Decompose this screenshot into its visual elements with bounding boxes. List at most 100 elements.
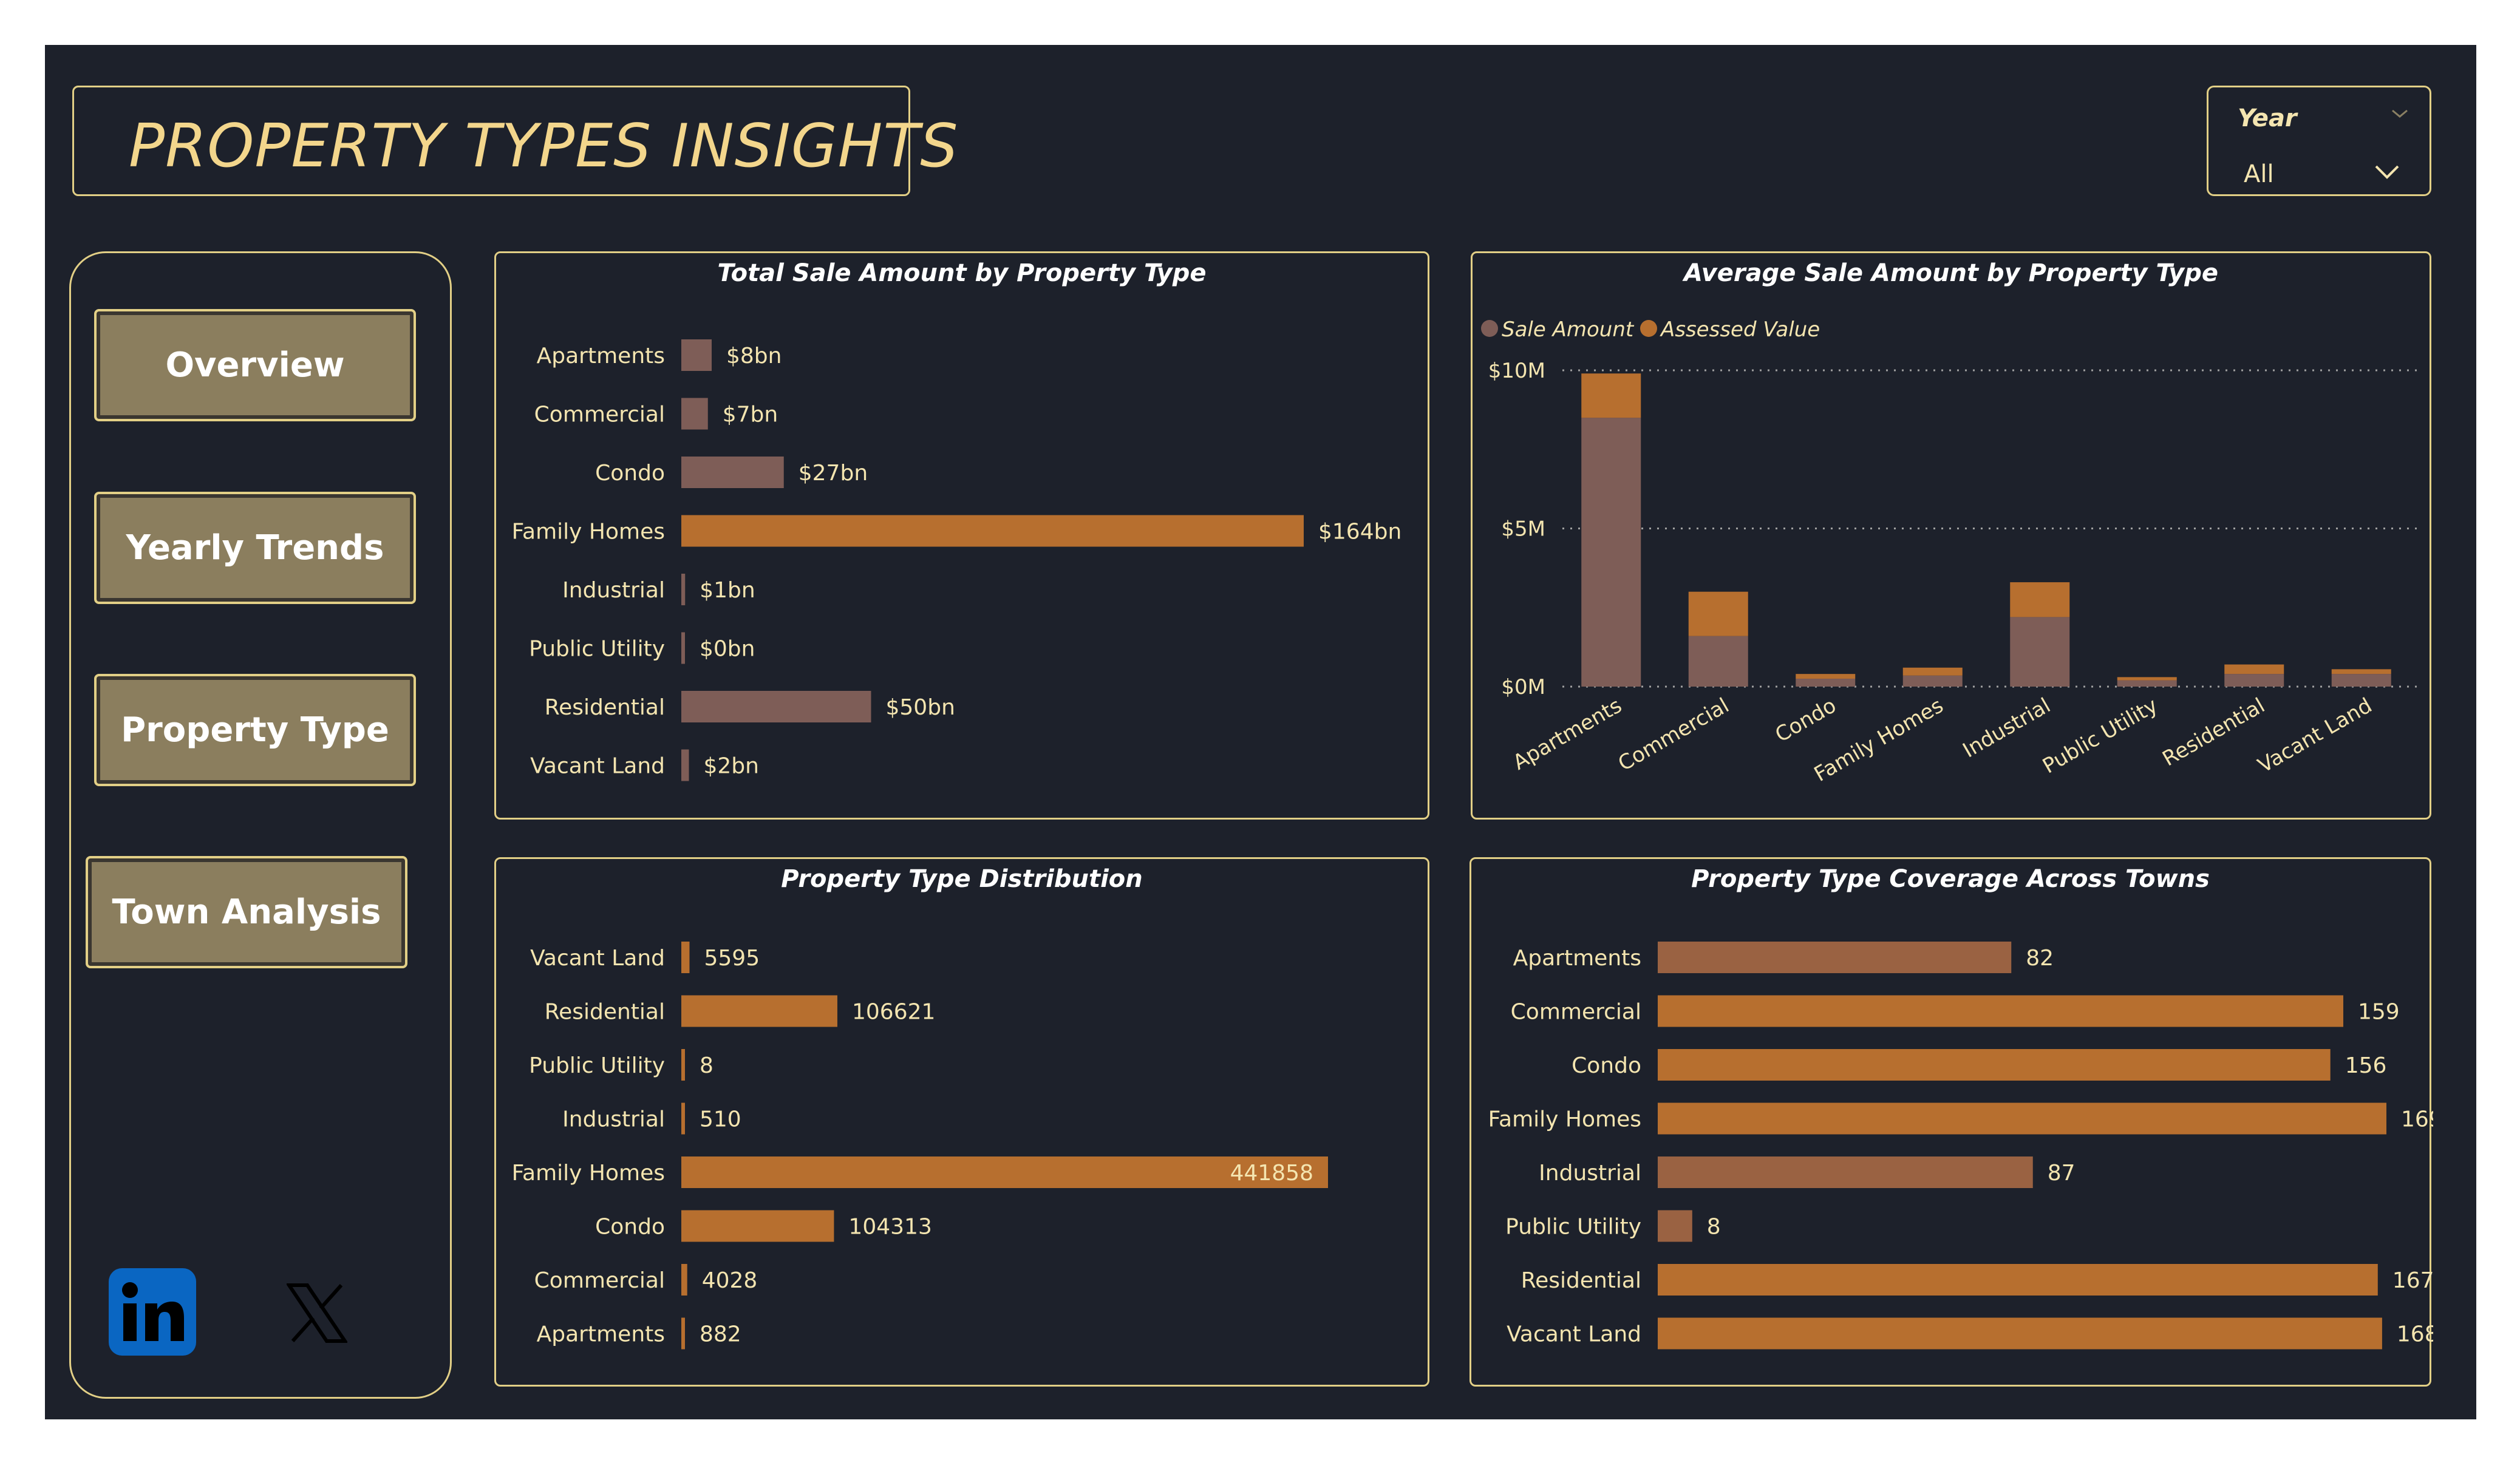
category-label: Commercial [1511,1000,1641,1025]
data-label: $8bn [726,344,782,368]
bar [681,1210,834,1242]
bar [681,749,689,781]
data-label: 106621 [852,1000,935,1025]
data-label: 4028 [702,1268,758,1293]
bar [681,457,784,488]
data-label: $1bn [700,578,755,603]
chevron-down-icon[interactable] [2374,163,2400,181]
category-label: Vacant Land [530,754,665,779]
x-tick-label: Apartments [1509,693,1626,775]
legend-marker [1640,320,1657,337]
bar [681,515,1304,547]
year-slicer-value[interactable]: All [2244,160,2274,188]
nav-yearly-trends-button[interactable]: Yearly Trends [94,492,416,604]
bar [1658,1102,2386,1135]
chart-title: Total Sale Amount by Property Type [717,259,1207,287]
nav-property-type-button[interactable]: Property Type [94,674,416,786]
data-label: 8 [1707,1215,1721,1240]
category-label: Residential [545,695,665,720]
property-type-distribution-panel: Property Type Distribution Vacant Land 55… [494,857,1429,1387]
bar-segment [2224,664,2284,674]
data-label: $7bn [723,402,778,427]
chart-title: Property Type Distribution [781,865,1143,893]
average-sale-amount-chart: Sale Amount Assessed Value $0M $5M $10M Apart… [1481,318,2420,787]
data-label: 882 [700,1322,741,1347]
x-tick-label: Condo [1771,693,1841,747]
bar-segment [2331,674,2391,687]
category-label: Family Homes [512,1161,665,1186]
bar-segment [2117,677,2177,681]
data-label: 159 [2358,1000,2400,1025]
bar [1658,942,2012,973]
category-label: Residential [545,1000,665,1025]
y-tick-label: $10M [1488,359,1545,383]
category-label: Vacant Land [1507,1322,1641,1347]
category-label: Public Utility [529,637,665,662]
bar [1658,1210,1692,1242]
bar-segment [1796,678,1856,687]
bar [681,1264,687,1296]
data-label: 104313 [848,1215,931,1240]
page-title-box: PROPERTY TYPES INSIGHTS [72,86,958,196]
chart-title: Average Sale Amount by Property Type [1683,259,2219,287]
bar [1658,1156,2033,1188]
category-label: Condo [595,1215,665,1240]
data-label: $0bn [700,637,755,662]
x-tick-label: Vacant Land [2254,693,2377,778]
data-label: $27bn [799,461,868,486]
bar-segment [1796,674,1856,679]
bar-segment [2010,617,2070,687]
x-tick-label: Public Utility [2038,693,2162,778]
x-icon[interactable] [287,1283,347,1343]
average-sale-amount-panel: Average Sale Amount by Property Type Sal… [1471,251,2431,820]
bar [681,1102,685,1135]
legend-marker [1481,320,1498,337]
category-label: Apartments [537,344,665,368]
y-tick-label: $5M [1501,517,1545,542]
data-label: 167 [2392,1268,2433,1293]
chart-title: Property Type Coverage Across Towns [1691,865,2210,893]
bar [681,1156,1328,1188]
category-label: Commercial [534,1268,665,1293]
year-slicer[interactable]: Year All [2207,86,2431,196]
category-label: Family Homes [1488,1107,1641,1132]
bar [681,398,708,430]
bar [681,995,837,1027]
nav-town-analysis-button[interactable]: Town Analysis [86,856,407,968]
data-label: 82 [2026,946,2054,971]
category-label: Industrial [1539,1161,1641,1186]
bar-segment [1902,667,1963,676]
category-label: Apartments [537,1322,665,1347]
bar [1658,1049,2331,1081]
bar [1658,1317,2382,1350]
category-label: Industrial [562,1107,665,1132]
slicer-collapse-icon[interactable] [2391,108,2409,120]
bar [681,691,871,722]
data-label: 156 [2345,1053,2387,1078]
bar-segment [1688,636,1748,687]
category-label: Commercial [534,402,665,427]
category-label: Apartments [1513,946,1641,971]
year-slicer-label: Year [2238,104,2297,132]
bar [681,1049,685,1081]
bar [681,942,690,973]
bar-segment [2331,669,2391,674]
data-label: $2bn [704,754,759,779]
x-tick-label: Industrial [1959,693,2055,762]
data-label: 168 [2397,1322,2433,1347]
property-type-coverage-panel: Property Type Coverage Across Towns Apar… [1469,857,2433,1387]
bar [681,632,685,664]
category-label: Public Utility [1505,1215,1641,1240]
data-label: $50bn [886,695,955,720]
bar-segment [2010,582,2070,617]
nav-overview-button[interactable]: Overview [94,309,416,421]
category-label: Industrial [562,578,665,603]
category-label: Vacant Land [530,946,665,971]
linkedin-icon[interactable] [109,1268,196,1356]
data-label: 87 [2048,1161,2076,1186]
data-label: 5595 [704,946,760,971]
category-label: Condo [1572,1053,1641,1078]
bar-segment [1688,591,1748,636]
dashboard-canvas: PROPERTY TYPES INSIGHTS Year All Overvie… [45,45,2476,1419]
x-tick-label: Commercial [1614,693,1733,776]
